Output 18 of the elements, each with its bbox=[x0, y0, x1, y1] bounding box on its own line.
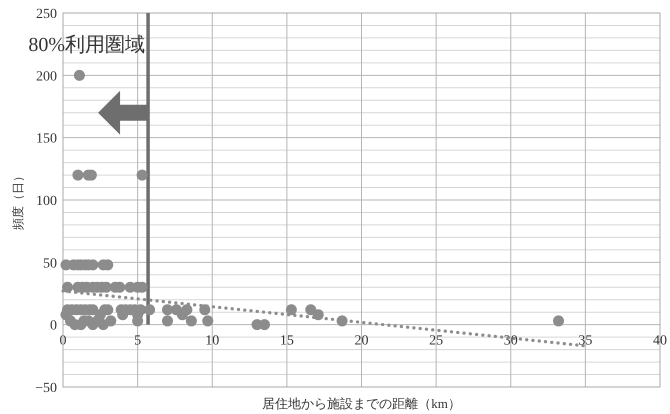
x-tick-label: 20 bbox=[354, 334, 368, 349]
x-tick-label: 10 bbox=[205, 334, 220, 349]
y-tick-label: 100 bbox=[36, 194, 57, 209]
x-tick-label: 0 bbox=[60, 334, 66, 349]
y-axis-title: 頻度（日） bbox=[11, 170, 25, 230]
x-tick-label: 15 bbox=[280, 334, 294, 349]
y-tick-label: 0 bbox=[50, 318, 57, 334]
y-tick-label: 250 bbox=[36, 7, 57, 22]
y-tick-label: −50 bbox=[35, 381, 57, 396]
x-tick-label: 25 bbox=[429, 334, 444, 349]
y-tick-label: 50 bbox=[43, 256, 57, 272]
x-tick-label: 35 bbox=[578, 334, 592, 349]
x-axis-title: 居住地から施設までの距離（km） bbox=[262, 396, 461, 411]
x-tick-label: 5 bbox=[134, 334, 142, 349]
y-tick-label: 150 bbox=[36, 132, 57, 147]
ref-line-label: 80%利用圏域 bbox=[28, 34, 146, 56]
y-tick-label: 200 bbox=[36, 69, 57, 84]
x-tick-label: 40 bbox=[653, 334, 667, 349]
